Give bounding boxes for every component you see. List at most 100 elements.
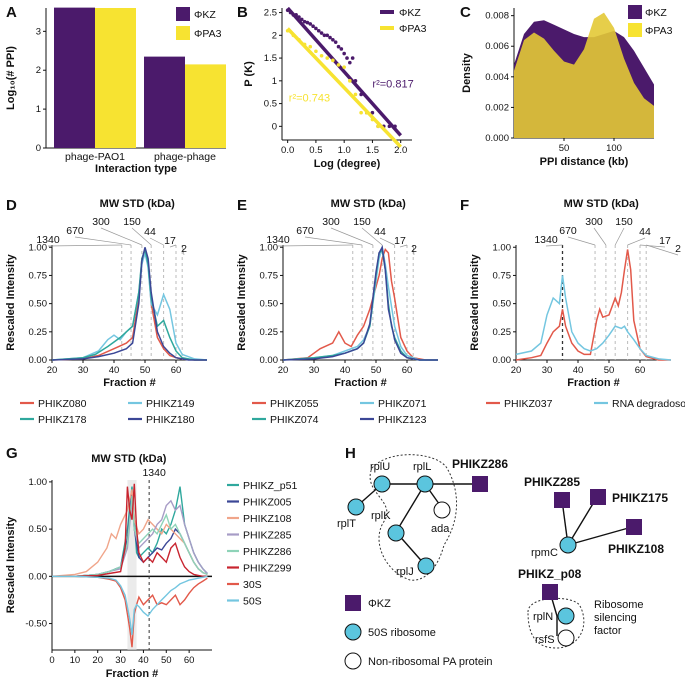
label-phikz286: PHIKZ286	[452, 457, 508, 471]
mw-leader	[545, 244, 563, 247]
mw-label: 1340	[534, 234, 558, 246]
legend-swatch-phikz-c	[628, 5, 642, 19]
data-point	[297, 15, 301, 19]
x-tick-label: 20	[511, 365, 522, 376]
y-tick-label: 0.002	[485, 102, 509, 113]
series-line	[52, 499, 208, 577]
panel-a-legend: ΦKZ ΦPA3	[176, 7, 222, 40]
y-tick-label: 1.5	[264, 53, 277, 64]
data-point	[308, 44, 313, 49]
x-tick-label: 60	[184, 655, 195, 666]
data-point	[288, 10, 293, 15]
label-phikz108: PHIKZ108	[608, 542, 664, 556]
y-tick-label: 0.50	[29, 299, 48, 310]
legend-label: RNA degradosome	[612, 398, 685, 410]
data-point	[348, 60, 352, 65]
data-point	[299, 17, 304, 22]
x-axis-label: Interaction type	[95, 163, 177, 175]
panel-label-e: E	[237, 197, 247, 214]
legend-label: PHIKZ071	[378, 398, 427, 410]
legend-swatch-phipa3	[176, 26, 190, 40]
mw-leader	[639, 244, 666, 248]
mw-label: 17	[394, 235, 406, 247]
y-tick-label: 0	[36, 143, 41, 154]
legend-label-phipa3-c: ΦPA3	[645, 25, 673, 37]
network-diagram: rplU rplL rplT ada rplK rplJ PHIKZ286 PH…	[337, 454, 668, 670]
label-rpmc: rpmC	[531, 547, 558, 559]
node-rpln	[557, 607, 575, 625]
label-silencing-3: factor	[594, 625, 622, 637]
label-rsfs: rsfS	[535, 634, 555, 646]
x-tick-label: 50	[604, 365, 615, 376]
x-tick-label: 60	[635, 365, 646, 376]
y-tick-label: 1.00	[29, 242, 48, 253]
mw-leader	[412, 244, 415, 256]
y-axis-label: Rescaled Intensity	[5, 253, 17, 350]
legend-label: PHIKZ149	[146, 398, 195, 410]
bar	[144, 56, 185, 148]
node-phikz286	[472, 476, 488, 492]
chart-c: 0.000 0.002 0.004 0.006 0.008 50 100 PPI distan…	[461, 8, 654, 168]
y-axis-label: Rescaled Intensity	[236, 253, 248, 350]
annotation-r2-phikz: r²=0.817	[372, 79, 413, 91]
node-rplk	[387, 524, 405, 542]
y-axis-label: Density	[461, 52, 473, 93]
mw-label: 2	[411, 243, 417, 255]
legend-label: 30S	[243, 579, 262, 591]
x-tick-label: 40	[573, 365, 584, 376]
panel-label-d: D	[6, 197, 17, 214]
label-silencing-2: silencing	[594, 612, 637, 624]
mw-label: 2	[181, 243, 187, 255]
data-point	[359, 110, 363, 115]
data-point	[302, 42, 307, 47]
node-phikz175	[590, 489, 606, 505]
series-line	[52, 575, 208, 648]
legend-label: PHIKZ299	[243, 563, 292, 575]
data-point	[291, 33, 296, 38]
data-point	[364, 110, 369, 115]
density-area	[514, 12, 654, 139]
mw-label: 300	[92, 216, 110, 228]
y-tick-label: 0.00	[493, 355, 512, 366]
x-tick-label: 30	[115, 655, 126, 666]
label-rplt: rplT	[337, 518, 356, 530]
y-tick-label: 2	[36, 65, 41, 76]
data-point	[348, 79, 352, 83]
mw-label: 150	[615, 216, 633, 228]
legend-label: PHIKZ285	[243, 530, 292, 542]
y-tick-label: 1	[272, 76, 277, 87]
mw-label: 44	[639, 226, 651, 238]
chart-e: 0.00 0.25 0.50 0.75 1.00 20 30 40 50 60 Fraction #…	[236, 198, 438, 426]
mw-label: 670	[296, 225, 314, 237]
data-point	[345, 56, 349, 60]
mw-title: MW STD (kDa)	[564, 198, 640, 210]
panel-label-b: B	[237, 4, 248, 21]
y-tick-label: 0.75	[493, 270, 512, 281]
node-rplj	[417, 557, 435, 575]
label-rplj: rplJ	[396, 566, 414, 578]
x-tick-label: 40	[340, 365, 351, 376]
fit-line	[286, 27, 402, 149]
y-tick-label: 1.00	[260, 242, 279, 253]
legend-phikz-square	[345, 595, 361, 611]
mw-label: 1340	[266, 234, 290, 246]
x-tick-label: 30	[309, 365, 320, 376]
chart-b: 0 0.5 1 1.5 2 2.5 0.0 0.5 1.0 1.5 2.0 Log (degree) P…	[243, 6, 414, 170]
x-category-label: phage-PAO1	[65, 151, 125, 163]
node-rsfs	[557, 629, 575, 647]
node-rplt	[347, 498, 365, 516]
legend-nonribo-label: Non-ribosomal PA protein	[368, 656, 493, 668]
data-point	[336, 44, 341, 49]
mw-label: 1340	[36, 234, 60, 246]
series-line	[51, 247, 207, 361]
y-tick-label: 0.000	[485, 133, 509, 144]
data-point	[305, 20, 310, 25]
mw-title: MW STD (kDa)	[100, 198, 176, 210]
y-tick-label: 0.006	[485, 41, 509, 52]
panel-label-h: H	[345, 445, 356, 462]
panel-b-legend: ΦKZ ΦPA3	[380, 7, 427, 35]
data-point	[342, 51, 346, 56]
mw-label: 17	[164, 235, 176, 247]
